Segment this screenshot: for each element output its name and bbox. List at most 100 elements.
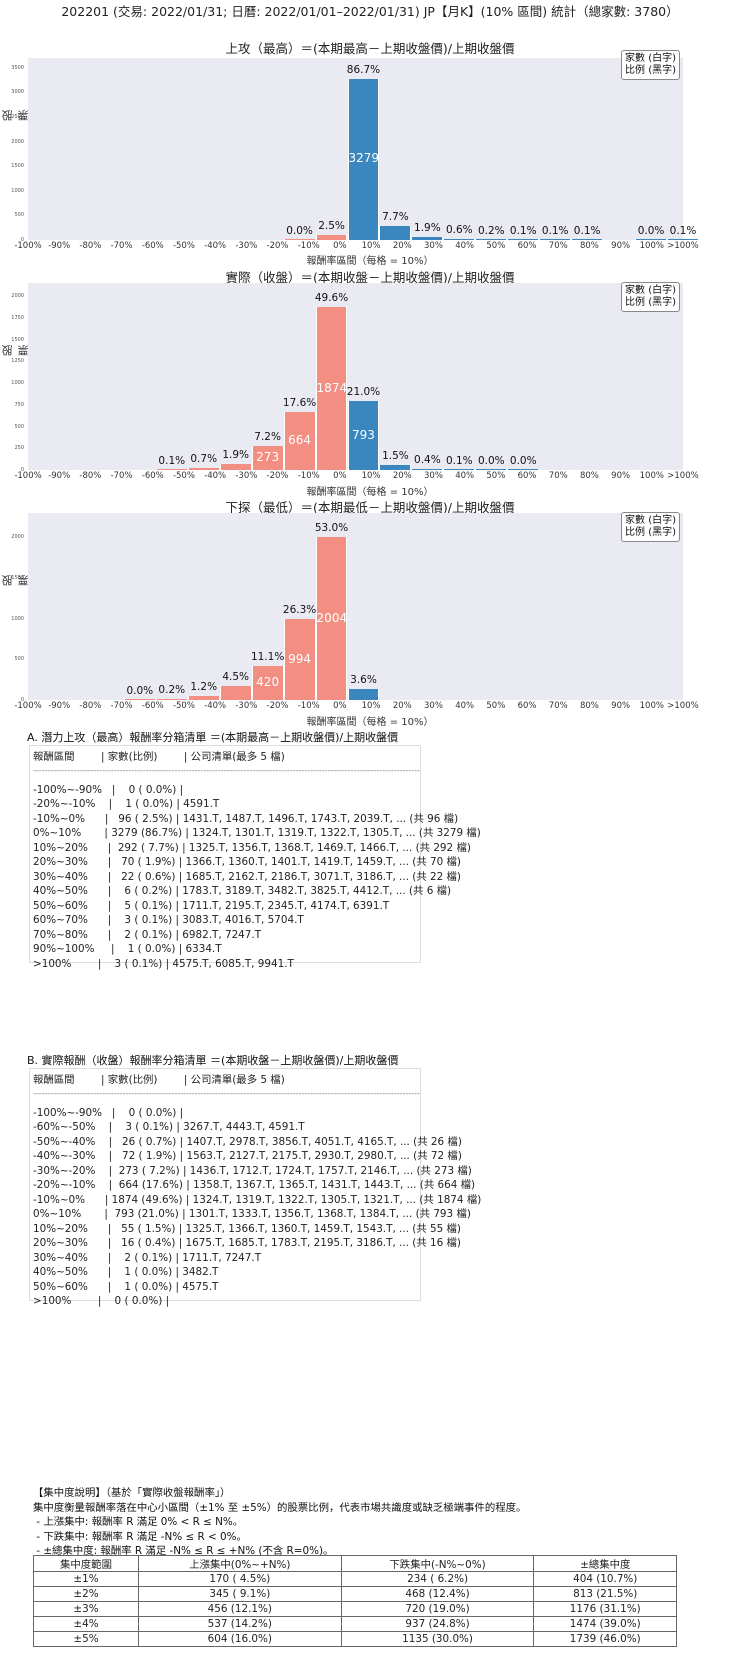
- y-tick: 2000: [11, 293, 24, 300]
- x-tick: 80%: [579, 701, 599, 711]
- x-tick: 90%: [611, 701, 631, 711]
- x-tick: >100%: [667, 241, 699, 251]
- histogram-bar: 420: [251, 665, 284, 700]
- x-tick: -70%: [110, 701, 133, 711]
- list-row: 70%~80% | 2 ( 0.1%) | 6982.T, 7247.T: [33, 928, 262, 941]
- x-tick: -50%: [172, 471, 195, 481]
- list-divider: ----------------------------------------…: [33, 765, 420, 775]
- table-cell: 1135 (30.0%): [340, 1631, 535, 1647]
- bar-percent-label: 2.5%: [318, 220, 345, 233]
- x-tick: -50%: [172, 701, 195, 711]
- table-cell: ±4%: [33, 1616, 139, 1632]
- x-tick: 100%: [639, 471, 664, 481]
- x-tick: 50%: [486, 471, 506, 481]
- list-row: -20%~-10% | 1 ( 0.0%) | 4591.T: [33, 798, 220, 810]
- y-tick: 1750: [11, 314, 24, 321]
- histogram-bar: 793: [347, 401, 380, 470]
- histogram-bar: 2004: [315, 537, 348, 700]
- table-cell: 345 ( 9.1%): [137, 1586, 342, 1602]
- table-cell: 404 (10.7%): [533, 1571, 677, 1587]
- list-row: 50%~60% | 5 ( 0.1%) | 1711.T, 2195.T, 23…: [33, 899, 390, 912]
- y-tick: 0: [20, 697, 24, 703]
- bar-percent-label: 0.0%: [477, 454, 505, 467]
- plot-area: 0.0% 0.2% 1.2% 4.5% 420 11.1% 994 26.3% 2004 53.0…: [28, 513, 683, 700]
- bar-count-label: 793: [352, 427, 375, 442]
- x-tick: >100%: [667, 701, 699, 711]
- x-tick: 70%: [548, 701, 568, 711]
- histogram-bar: [667, 239, 699, 240]
- x-tick: -30%: [235, 471, 258, 481]
- table-cell: 813 (21.5%): [533, 1586, 677, 1602]
- bar-percent-label: 86.7%: [346, 63, 381, 76]
- list-row: 90%~100% | 1 ( 0.0%) | 6334.T: [33, 943, 222, 955]
- bar-percent-label: 0.1%: [158, 454, 186, 467]
- x-tick: 30%: [424, 701, 443, 711]
- bar-percent-label: 0.0%: [286, 224, 313, 237]
- histogram-bar: [219, 463, 252, 470]
- x-tick: 80%: [579, 241, 599, 251]
- chart-title: 下探（最低）＝(本期最低－上期收盤價)/上期收盤價: [225, 500, 515, 515]
- histogram-bar: [379, 225, 412, 240]
- x-tick: -10%: [297, 471, 320, 481]
- histogram-bar: [187, 467, 220, 470]
- x-tick: -90%: [48, 701, 71, 711]
- x-tick: -100%: [14, 471, 42, 481]
- y-tick: 500: [14, 423, 24, 430]
- bar-percent-label: 0.1%: [541, 224, 569, 237]
- bar-count-label: 3279: [348, 151, 380, 166]
- x-tick: 100%: [639, 701, 664, 711]
- col-header: 集中度範圍: [33, 1555, 139, 1572]
- bar-percent-label: 0.2%: [477, 224, 505, 237]
- list-row: -100%~-90% | 0 ( 0.0%) |: [33, 1106, 184, 1119]
- x-tick: -30%: [235, 701, 258, 711]
- x-tick: 10%: [361, 471, 381, 481]
- table-cell: 1176 (31.1%): [533, 1601, 677, 1617]
- legend-count: 家數 (白字): [625, 53, 676, 64]
- x-tick: 100%: [639, 241, 664, 251]
- bar-count-label: 994: [288, 651, 312, 666]
- y-tick: 1250: [11, 358, 24, 365]
- x-axis-label: 報酬率區間（每格 = 10%）: [306, 487, 434, 498]
- list-row: 20%~30% | 70 ( 1.9%) | 1366.T, 1360.T, 1…: [33, 856, 461, 868]
- y-tick: 750: [14, 401, 24, 408]
- list-row: -10%~0% | 1874 (49.6%) | 1324.T, 1319.T,…: [33, 1193, 482, 1206]
- x-tick: 20%: [392, 471, 412, 481]
- histogram-bar: 994: [283, 619, 316, 700]
- bar-percent-label: 0.0%: [637, 224, 665, 237]
- x-tick: 0%: [333, 241, 347, 251]
- x-tick: 40%: [455, 471, 475, 481]
- histogram-bar: [123, 699, 156, 700]
- x-tick: 40%: [455, 701, 475, 711]
- histogram-bar: [411, 468, 444, 470]
- chart-title: 實際（收盤）＝(本期收盤－上期收盤價)/上期收盤價: [225, 270, 515, 285]
- histogram-bar: [635, 239, 667, 240]
- x-tick: -90%: [48, 471, 71, 481]
- table-row: ±3% 456 (12.1%) 720 (19.0%) 1176 (31.1%): [33, 1601, 677, 1617]
- histogram-bar: [155, 699, 188, 700]
- list-row: -40%~-30% | 72 ( 1.9%) | 1563.T, 2127.T,…: [33, 1150, 462, 1162]
- table-cell: 604 (16.0%): [137, 1631, 342, 1647]
- table-cell: 1474 (39.0%): [533, 1616, 677, 1632]
- y-tick: 0: [20, 467, 24, 473]
- list-row: -10%~0% | 96 ( 2.5%) | 1431.T, 1487.T, 1…: [33, 812, 459, 825]
- bar-percent-label: 1.2%: [190, 681, 218, 694]
- list-row: 0%~10% | 3279 (86.7%) | 1324.T, 1301.T, …: [33, 827, 481, 839]
- histogram-bar: [443, 469, 476, 470]
- chart-legend: 家數 (白字) 比例 (黑字): [621, 512, 680, 542]
- concentration-notes: 【集中度說明】（基於「實際收盤報酬率」） 集中度衡量報酬率落在中心小區間（±1%…: [33, 1486, 526, 1559]
- x-tick: -30%: [235, 241, 258, 251]
- list-row: 0%~10% | 793 (21.0%) | 1301.T, 1333.T, 1…: [33, 1208, 471, 1220]
- section-a-title: A. 潛力上攻（最高）報酬率分箱清單 ＝(本期最高－上期收盤價)/上期收盤價: [27, 731, 399, 744]
- histogram-bar: [507, 469, 540, 470]
- legend-count: 家數 (白字): [625, 515, 676, 526]
- concentration-table: 集中度範圍 上漲集中(0%~+N%) 下跌集中(-N%~0%) ±總集中度 ±1…: [33, 1555, 677, 1647]
- y-tick: 1000: [11, 615, 24, 622]
- histogram-bar: [315, 235, 348, 240]
- list-row: 40%~50% | 6 ( 0.2%) | 1783.T, 3189.T, 34…: [33, 885, 452, 897]
- histogram-bar: [347, 688, 380, 700]
- x-tick: 90%: [611, 471, 631, 481]
- bar-percent-label: 0.6%: [445, 223, 473, 236]
- histogram-bar: [443, 238, 476, 240]
- bar-count-label: 664: [288, 433, 312, 448]
- x-tick: -50%: [172, 241, 195, 251]
